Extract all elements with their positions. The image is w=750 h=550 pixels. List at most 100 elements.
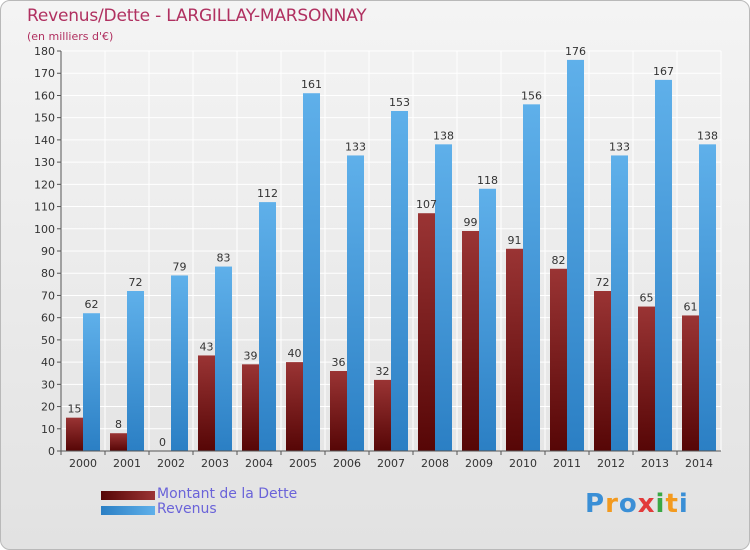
x-tick-label: 2006 bbox=[333, 457, 361, 470]
logo-letter: P bbox=[585, 489, 606, 519]
value-label-revenus: 138 bbox=[697, 129, 718, 142]
y-tick-label: 0 bbox=[48, 445, 55, 458]
legend-swatch-dette bbox=[101, 491, 155, 500]
axes: 0102030405060708090100110120130140150160… bbox=[34, 45, 721, 470]
x-tick-label: 2012 bbox=[597, 457, 625, 470]
y-tick-label: 20 bbox=[41, 401, 55, 414]
bar-dette bbox=[682, 315, 699, 451]
value-label-dette: 15 bbox=[68, 403, 82, 416]
bar-revenus bbox=[127, 291, 144, 451]
y-tick-label: 150 bbox=[34, 112, 55, 125]
y-tick-label: 60 bbox=[41, 312, 55, 325]
bar-revenus bbox=[171, 275, 188, 451]
bar-dette bbox=[198, 355, 215, 451]
x-tick-label: 2014 bbox=[685, 457, 713, 470]
logo-letter: i bbox=[678, 489, 689, 519]
y-tick-label: 90 bbox=[41, 245, 55, 258]
value-label-revenus: 133 bbox=[345, 140, 366, 153]
chart-subtitle: (en milliers d'€) bbox=[27, 30, 114, 43]
bar-dette bbox=[110, 433, 127, 451]
y-tick-label: 120 bbox=[34, 178, 55, 191]
y-tick-label: 180 bbox=[34, 45, 55, 58]
bar-revenus bbox=[215, 266, 232, 451]
x-tick-label: 2000 bbox=[69, 457, 97, 470]
value-label-revenus: 118 bbox=[477, 174, 498, 187]
y-tick-label: 80 bbox=[41, 267, 55, 280]
value-label-dette: 61 bbox=[684, 300, 698, 313]
bar-dette bbox=[242, 364, 259, 451]
x-tick-label: 2007 bbox=[377, 457, 405, 470]
logo-letter: i bbox=[655, 489, 666, 519]
x-tick-label: 2008 bbox=[421, 457, 449, 470]
x-tick-label: 2003 bbox=[201, 457, 229, 470]
value-label-revenus: 62 bbox=[85, 298, 99, 311]
bar-dette bbox=[594, 291, 611, 451]
bar-revenus bbox=[347, 155, 364, 451]
bar-dette bbox=[506, 248, 523, 451]
bar-revenus bbox=[479, 188, 496, 451]
value-label-revenus: 72 bbox=[129, 276, 143, 289]
y-tick-label: 40 bbox=[41, 356, 55, 369]
bar-revenus bbox=[655, 79, 672, 451]
legend-swatch-revenus bbox=[101, 506, 155, 515]
x-tick-label: 2009 bbox=[465, 457, 493, 470]
bar-dette bbox=[418, 213, 435, 451]
y-tick-label: 160 bbox=[34, 89, 55, 102]
value-label-dette: 36 bbox=[332, 356, 346, 369]
bar-revenus bbox=[259, 202, 276, 451]
bar-dette bbox=[330, 371, 347, 451]
x-tick-label: 2013 bbox=[641, 457, 669, 470]
x-tick-label: 2005 bbox=[289, 457, 317, 470]
value-label-revenus: 156 bbox=[521, 89, 542, 102]
bar-revenus bbox=[611, 155, 628, 451]
logo-letter: t bbox=[665, 489, 679, 519]
value-label-dette: 8 bbox=[115, 418, 122, 431]
y-tick-label: 30 bbox=[41, 378, 55, 391]
bar-revenus bbox=[435, 144, 452, 452]
y-tick-label: 50 bbox=[41, 334, 55, 347]
y-tick-label: 10 bbox=[41, 423, 55, 436]
bar-revenus bbox=[523, 104, 540, 451]
bar-revenus bbox=[391, 111, 408, 451]
value-label-dette: 65 bbox=[640, 292, 654, 305]
bar-dette bbox=[66, 417, 83, 451]
value-label-dette: 43 bbox=[200, 340, 214, 353]
y-tick-label: 70 bbox=[41, 289, 55, 302]
bar-revenus bbox=[567, 59, 584, 452]
bar-dette bbox=[462, 231, 479, 451]
value-label-revenus: 153 bbox=[389, 96, 410, 109]
bar-dette bbox=[550, 268, 567, 451]
proxiti-logo: Proxiti bbox=[585, 489, 689, 519]
value-label-revenus: 133 bbox=[609, 140, 630, 153]
value-label-revenus: 167 bbox=[653, 65, 674, 78]
bar-dette bbox=[286, 362, 303, 451]
value-label-revenus: 138 bbox=[433, 129, 454, 142]
logo-letter: x bbox=[637, 489, 656, 519]
bar-dette bbox=[374, 379, 391, 451]
x-tick-label: 2004 bbox=[245, 457, 273, 470]
bar-revenus bbox=[303, 93, 320, 451]
value-label-dette: 0 bbox=[159, 436, 166, 449]
value-label-revenus: 79 bbox=[173, 260, 187, 273]
x-tick-label: 2001 bbox=[113, 457, 141, 470]
y-tick-label: 140 bbox=[34, 134, 55, 147]
y-tick-label: 130 bbox=[34, 156, 55, 169]
value-label-revenus: 112 bbox=[257, 187, 278, 200]
value-label-dette: 107 bbox=[416, 198, 437, 211]
x-tick-label: 2002 bbox=[157, 457, 185, 470]
bar-revenus bbox=[83, 313, 100, 451]
bar-dette bbox=[638, 306, 655, 451]
x-tick-label: 2011 bbox=[553, 457, 581, 470]
logo-letter: o bbox=[618, 489, 638, 519]
y-tick-label: 100 bbox=[34, 223, 55, 236]
legend-label-dette: Montant de la Dette bbox=[157, 486, 298, 502]
y-tick-label: 170 bbox=[34, 67, 55, 80]
logo-letter: r bbox=[605, 489, 619, 519]
value-label-dette: 82 bbox=[552, 254, 566, 267]
value-label-dette: 40 bbox=[288, 347, 302, 360]
value-label-revenus: 176 bbox=[565, 45, 586, 58]
chart-title: Revenus/Dette - LARGILLAY-MARSONNAY bbox=[27, 6, 367, 26]
value-label-revenus: 161 bbox=[301, 78, 322, 91]
